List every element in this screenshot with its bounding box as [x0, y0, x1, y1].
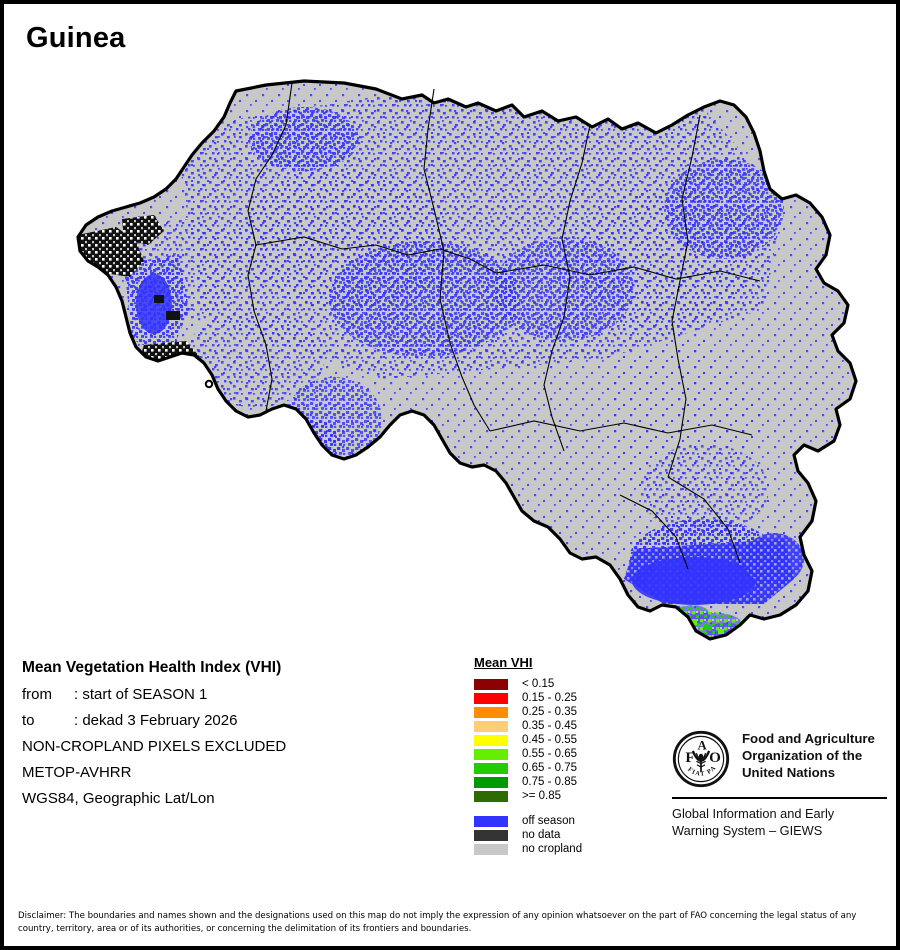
page-title: Guinea — [26, 22, 126, 54]
legend-label: 0.15 - 0.25 — [522, 692, 577, 704]
legend-swatch — [474, 790, 508, 802]
legend-spacer — [474, 803, 674, 814]
legend-item-no-cropland: no cropland — [474, 842, 674, 856]
map-info-block: Mean Vegetation Health Index (VHI) from:… — [22, 659, 442, 816]
legend-label: 0.25 - 0.35 — [522, 706, 577, 718]
legend-swatch — [474, 815, 508, 827]
legend-title: Mean VHI — [474, 655, 533, 670]
legend-swatch — [474, 706, 508, 718]
legend-swatch — [474, 692, 508, 704]
legend-item-off-season: off season — [474, 814, 674, 828]
info-projection: WGS84, Geographic Lat/Lon — [22, 790, 215, 807]
legend-swatch — [474, 762, 508, 774]
info-to-key: to — [22, 712, 35, 729]
legend-swatch — [474, 776, 508, 788]
legend-item: 0.75 - 0.85 — [474, 775, 674, 789]
legend-label: 0.35 - 0.45 — [522, 720, 577, 732]
legend-label: 0.55 - 0.65 — [522, 748, 577, 760]
info-cropland-note: NON-CROPLAND PIXELS EXCLUDED — [22, 738, 287, 755]
legend-label: 0.65 - 0.75 — [522, 762, 577, 774]
fao-branding: F A O FIAT PANIS Food and Agriculture Or… — [672, 730, 887, 840]
admin-boundaries — [247, 82, 761, 570]
legend-label: 0.75 - 0.85 — [522, 776, 577, 788]
giews-line-2: Warning System – GIEWS — [672, 822, 823, 838]
fao-letter-o: O — [709, 750, 721, 766]
legend-item-no-data: no data — [474, 828, 674, 842]
map-canvas[interactable] — [4, 59, 896, 644]
map-legend: Mean VHI < 0.15 0.15 - 0.25 0.25 - 0.35 … — [474, 655, 674, 856]
legend-item: 0.25 - 0.35 — [474, 705, 674, 719]
legend-label: >= 0.85 — [522, 790, 562, 802]
fao-logo-icon: F A O FIAT PANIS — [672, 730, 730, 788]
legend-swatch — [474, 720, 508, 732]
giews-system-name: Global Information and Early Warning Sys… — [672, 806, 887, 840]
info-heading: Mean Vegetation Health Index (VHI) — [22, 659, 282, 676]
legend-label: no cropland — [522, 843, 583, 855]
fao-letter-a: A — [698, 739, 708, 753]
legend-item: 0.55 - 0.65 — [474, 747, 674, 761]
fao-org-line-1: Food and Agriculture — [742, 731, 875, 746]
info-from-value: : start of SEASON 1 — [74, 686, 208, 703]
legend-label: < 0.15 — [522, 678, 555, 690]
legend-item: 0.65 - 0.75 — [474, 761, 674, 775]
guinea-vhi-map[interactable] — [4, 59, 896, 644]
legend-swatch — [474, 843, 508, 855]
national-border — [76, 79, 858, 641]
fao-org-line-3: United Nations — [742, 765, 836, 781]
fao-org-line-2: Organization of the — [742, 748, 863, 764]
legend-swatch — [474, 748, 508, 760]
legend-item: 0.35 - 0.45 — [474, 719, 674, 733]
legend-label: off season — [522, 815, 575, 827]
legend-item: < 0.15 — [474, 677, 674, 691]
fao-letter-f: F — [685, 750, 694, 766]
legend-swatch — [474, 678, 508, 690]
info-from-row: from : start of SEASON 1 — [22, 686, 442, 703]
disclaimer-text: Disclaimer: The boundaries and names sho… — [18, 911, 857, 935]
giews-line-1: Global Information and Early — [672, 806, 835, 821]
legend-item: 0.45 - 0.55 — [474, 733, 674, 747]
legend-label: no data — [522, 829, 561, 841]
info-from-key: from — [22, 686, 52, 703]
info-to-row: to : dekad 3 February 2026 — [22, 712, 442, 729]
legend-item: 0.15 - 0.25 — [474, 691, 674, 705]
legend-swatch — [474, 829, 508, 841]
legend-item: >= 0.85 — [474, 789, 674, 803]
offshore-island — [204, 379, 214, 389]
fao-divider — [672, 797, 887, 799]
legend-label: 0.45 - 0.55 — [522, 734, 577, 746]
fao-organization-name: Food and Agriculture Organization of the… — [742, 730, 875, 781]
info-sensor: METOP-AVHRR — [22, 764, 132, 781]
legend-swatch — [474, 734, 508, 746]
info-to-value: : dekad 3 February 2026 — [74, 712, 238, 729]
